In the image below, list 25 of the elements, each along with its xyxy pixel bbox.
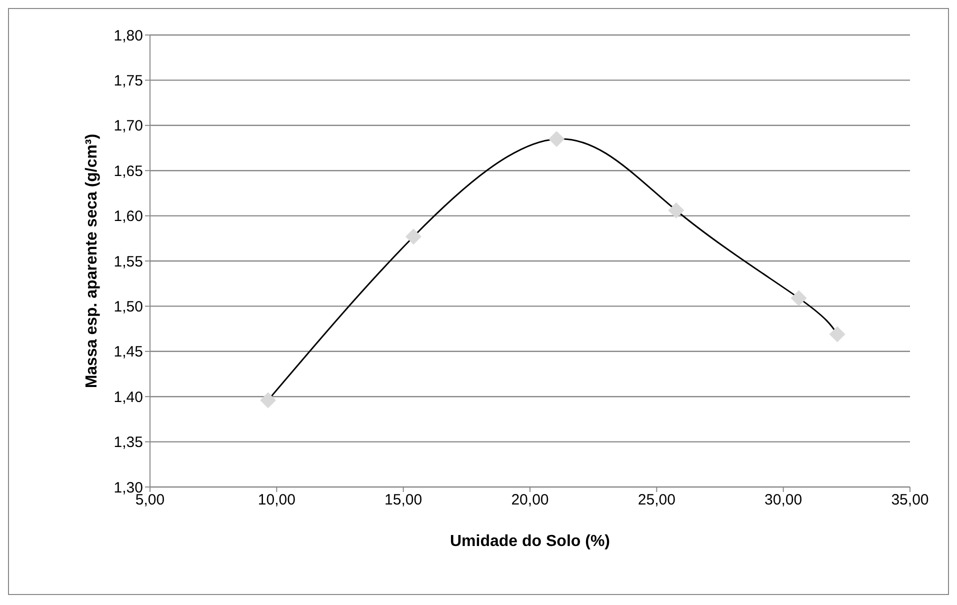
point — [260, 392, 276, 408]
y-tick-label: 1,50 — [114, 298, 143, 316]
y-tick-label: 1,65 — [114, 162, 143, 180]
point — [829, 326, 846, 342]
y-tick-label: 1,55 — [114, 253, 143, 270]
x-tick-label: 25,00 — [638, 492, 676, 509]
x-tick-label: 20,00 — [511, 492, 549, 509]
y-tick-label: 1,40 — [114, 388, 143, 406]
x-tick-label: 10,00 — [258, 492, 296, 509]
x-axis-title: Umidade do Solo (%) — [450, 533, 610, 550]
x-tick-label: 15,00 — [384, 492, 422, 509]
y-tick-label: 1,60 — [114, 208, 143, 226]
x-tick-label: 30,00 — [764, 492, 802, 509]
y-tick-label: 1,80 — [114, 27, 143, 44]
point — [790, 290, 807, 306]
x-tick-label: 5,00 — [135, 492, 165, 509]
y-tick-label: 1,70 — [114, 118, 143, 135]
y-tick-label: 1,75 — [114, 72, 143, 90]
y-tick-label: 1,45 — [114, 344, 143, 361]
y-tick-label: 1,35 — [114, 434, 143, 452]
y-axis-title: Massa esp. aparente seca (g/cm³) — [84, 134, 101, 388]
point — [668, 202, 684, 218]
x-tick-label: 35,00 — [891, 492, 929, 509]
point — [405, 228, 422, 245]
point — [548, 130, 565, 147]
